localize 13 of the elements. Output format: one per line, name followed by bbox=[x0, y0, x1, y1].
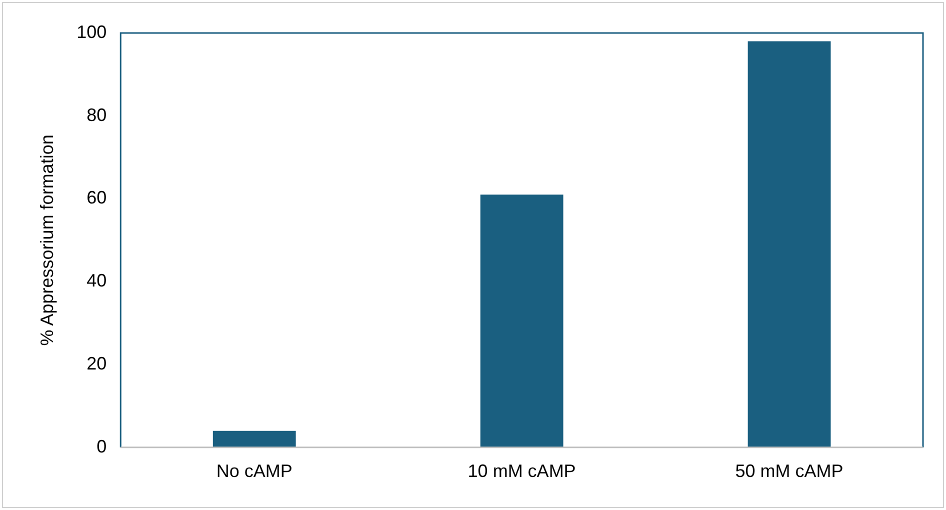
bar bbox=[212, 430, 296, 448]
x-tick-label: No cAMP bbox=[216, 461, 292, 482]
y-tick-label: 20 bbox=[86, 353, 107, 374]
y-tick-label: 100 bbox=[76, 22, 107, 42]
y-tick-label: 40 bbox=[86, 270, 107, 291]
x-tick-label: 50 mM cAMP bbox=[735, 461, 844, 482]
y-tick-label: 60 bbox=[86, 188, 107, 208]
y-axis-title: % Appressorium formation bbox=[36, 134, 57, 346]
x-tick-label: 10 mM cAMP bbox=[468, 461, 576, 482]
y-tick-label: 0 bbox=[96, 436, 107, 456]
bar bbox=[480, 194, 564, 448]
bar bbox=[748, 41, 831, 448]
y-tick-label: 80 bbox=[86, 104, 107, 125]
